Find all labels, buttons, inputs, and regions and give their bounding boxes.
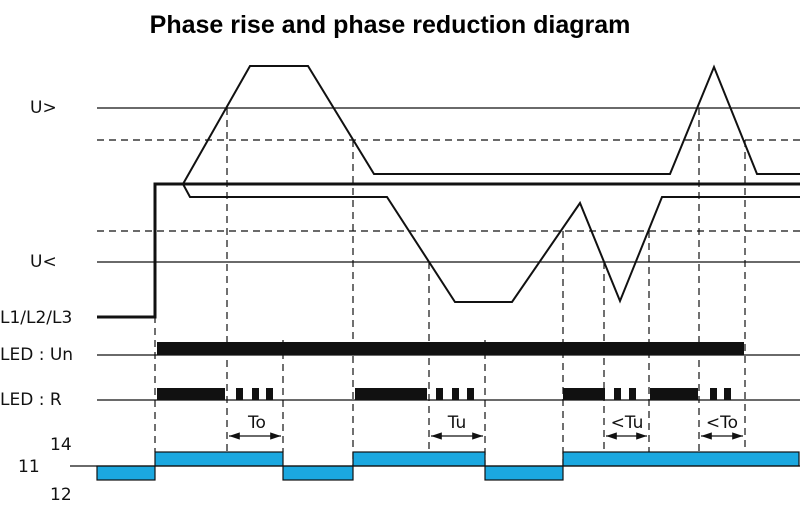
- led-r-pulses: [157, 388, 731, 400]
- event-markers: [154, 108, 746, 466]
- phase-reduction-curve: [182, 183, 800, 304]
- svg-text:<To: <To: [706, 413, 738, 433]
- upper-threshold-label: U>: [30, 98, 57, 118]
- svg-text:<Tu: <Tu: [611, 413, 644, 433]
- svg-text:To: To: [247, 413, 266, 433]
- contact-12-label: 12: [50, 485, 72, 505]
- led-r-label: LED : R: [0, 390, 62, 410]
- phase-rise-curve: [182, 64, 800, 185]
- svg-text:Tu: Tu: [447, 413, 467, 433]
- led-un-label: LED : Un: [0, 345, 73, 365]
- relay-state: [96, 451, 800, 481]
- timing-to: To: [229, 413, 281, 440]
- led-un-on-bar: [157, 342, 744, 355]
- contact-14-label: 14: [50, 435, 72, 455]
- timing-tu: Tu: [431, 413, 483, 440]
- supply-voltage-line: [97, 182, 800, 319]
- timing-less-tu: <Tu: [606, 413, 647, 440]
- diagram-title: Phase rise and phase reduction diagram: [150, 11, 631, 39]
- timing-less-to: <To: [701, 413, 743, 440]
- lower-threshold-label: U<: [30, 252, 57, 272]
- phases-label: L1/L2/L3: [0, 308, 72, 328]
- contact-11-label: 11: [18, 457, 40, 477]
